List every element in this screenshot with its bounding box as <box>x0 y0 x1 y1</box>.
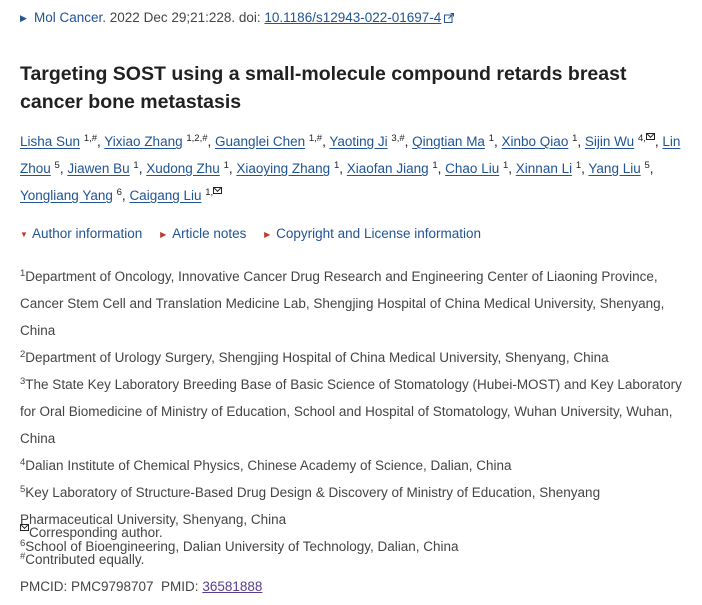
author-affiliation-sup: 1 <box>488 133 495 144</box>
author-affiliation-sup: 6 <box>116 187 122 198</box>
corresponding-note: Corresponding author. <box>20 519 262 546</box>
author-link[interactable]: Chao Liu <box>445 161 500 176</box>
author-affiliation-sup: 1, <box>205 187 214 198</box>
affiliation-item: 1Department of Oncology, Innovative Canc… <box>20 268 665 338</box>
author-link[interactable]: Xiaoying Zhang <box>236 161 331 176</box>
affiliation-list: 1Department of Oncology, Innovative Canc… <box>20 263 685 560</box>
author-information-toggle[interactable]: ▼ Author information <box>20 226 142 241</box>
author-affiliation-sup: 1 <box>333 160 340 171</box>
author-affiliation-sup: 1,# <box>83 133 98 144</box>
author-affiliation-sup: 1,2,# <box>186 133 208 144</box>
author-affiliation-sup: 1 <box>575 160 582 171</box>
author-affiliation-sup: 1 <box>502 160 509 171</box>
author-link[interactable]: Xinnan Li <box>515 161 573 176</box>
identifiers: PMCID: PMC9798707 PMID: 36581888 <box>20 579 263 594</box>
author-affiliation-sup: 3,# <box>391 133 405 144</box>
caret-right-icon: ▶ <box>160 230 167 239</box>
author-link[interactable]: Yang Liu <box>588 161 641 176</box>
author-link[interactable]: Xudong Zhu <box>146 161 220 176</box>
pmid-link[interactable]: 36581888 <box>202 579 263 594</box>
author-affiliation-sup: 1,# <box>308 133 323 144</box>
citation-line: ▶ Mol Cancer. 2022 Dec 29;21:228. doi: 10… <box>20 10 455 25</box>
copyright-label: Copyright and License information <box>276 226 482 241</box>
mail-icon <box>645 133 655 140</box>
affiliation-item: 6School of Bioengineering, Dalian Univer… <box>20 538 459 554</box>
author-link[interactable]: Lisha Sun <box>20 134 81 149</box>
author-link[interactable]: Guanglei Chen <box>215 134 306 149</box>
author-affiliation-sup: 1 <box>572 133 578 144</box>
article-notes-label: Article notes <box>172 226 247 241</box>
author-list: Lisha Sun 1,#, Yixiao Zhang 1,2,#, Guang… <box>20 133 681 203</box>
mail-icon <box>213 187 223 194</box>
affiliation-item: 4Dalian Institute of Chemical Physics, C… <box>20 457 512 473</box>
article-notes-toggle[interactable]: ▶ Article notes <box>160 226 246 241</box>
author-link[interactable]: Yixiao Zhang <box>104 134 183 149</box>
contributed-note: #Contributed equally. <box>20 551 145 567</box>
affiliation-item: 5Key Laboratory of Structure-Based Drug … <box>20 484 601 527</box>
author-affiliation-sup: 4, <box>637 133 646 144</box>
author-affiliation-sup: 1 <box>133 160 139 171</box>
author-link[interactable]: Lin Zhou <box>20 134 681 176</box>
author-notes: Corresponding author. #Contributed equal… <box>20 519 262 600</box>
author-link[interactable]: Caigang Liu <box>129 188 202 203</box>
author-link[interactable]: Xinbo Qiao <box>501 134 569 149</box>
info-toggles: ▼ Author information ▶ Article notes ▶ Copy… <box>20 226 495 241</box>
author-link[interactable]: Yongliang Yang <box>20 188 113 203</box>
author-link[interactable]: Xiaofan Jiang <box>346 161 429 176</box>
expand-triangle-icon[interactable]: ▶ <box>20 13 27 23</box>
author-link[interactable]: Sijin Wu <box>584 134 635 149</box>
author-link[interactable]: Yaoting Ji <box>329 134 388 149</box>
external-link-icon <box>444 13 455 23</box>
citation-details: . 2022 Dec 29;21:228. doi: <box>102 10 265 25</box>
author-affiliation-sup: 1 <box>223 160 229 171</box>
affiliation-item: 2Department of Urology Surgery, Shengjin… <box>20 349 609 365</box>
copyright-toggle[interactable]: ▶ Copyright and License information <box>264 226 481 241</box>
caret-right-icon: ▶ <box>264 230 271 239</box>
mail-icon <box>20 524 29 531</box>
article-title: Targeting SOST using a small-molecule co… <box>20 63 627 113</box>
affiliation-item: 3The State Key Laboratory Breeding Base … <box>20 376 682 446</box>
author-affiliation-sup: 1 <box>432 160 438 171</box>
author-affiliation-sup: 5 <box>644 160 650 171</box>
journal-name[interactable]: Mol Cancer <box>34 10 103 25</box>
author-information-label: Author information <box>32 226 143 241</box>
author-link[interactable]: Qingtian Ma <box>412 134 485 149</box>
author-link[interactable]: Jiawen Bu <box>67 161 130 176</box>
caret-down-icon: ▼ <box>20 230 28 239</box>
author-affiliation-sup: 5 <box>54 160 60 171</box>
doi-link[interactable]: 10.1186/s12943-022-01697-4 <box>264 10 442 25</box>
